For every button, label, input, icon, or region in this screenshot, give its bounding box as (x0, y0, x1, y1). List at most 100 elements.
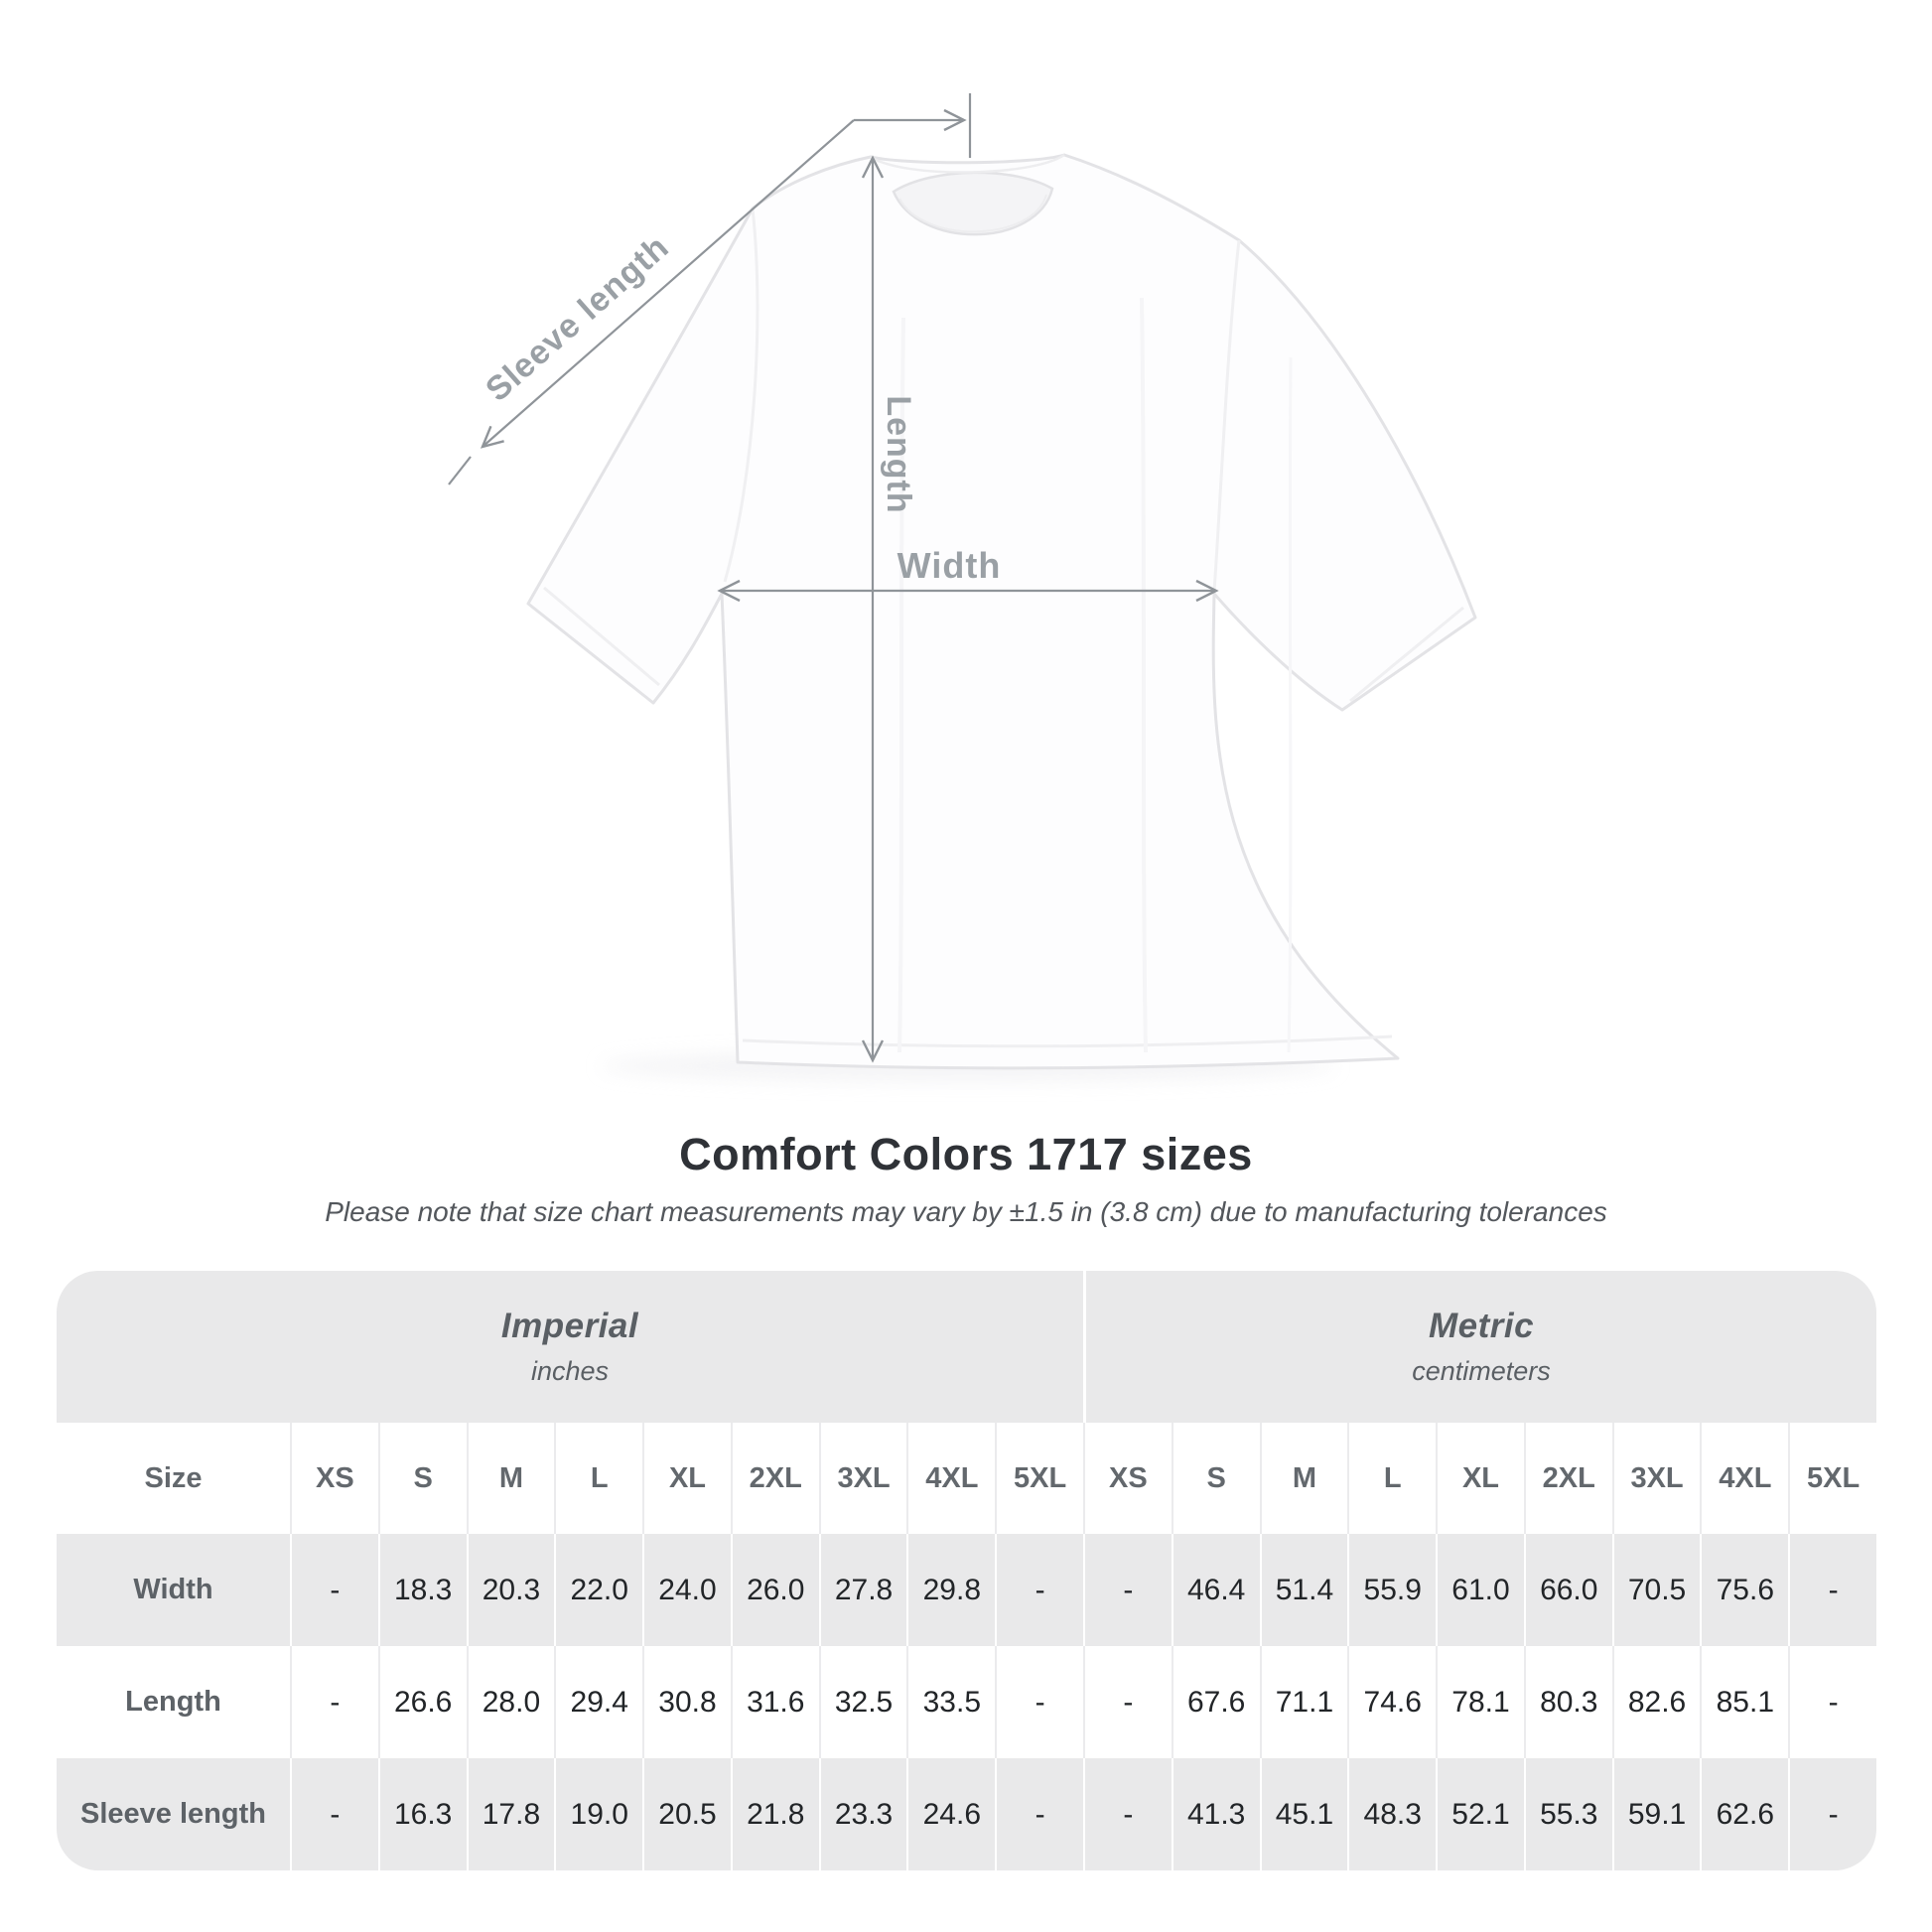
metric-value: 85.1 (1700, 1646, 1788, 1758)
measurement-row-label: Width (133, 1574, 213, 1605)
imperial-value: 23.3 (818, 1758, 907, 1870)
imperial-value: 19.0 (554, 1758, 642, 1870)
imperial-value: - (290, 1758, 378, 1870)
imperial-size-header: L (554, 1423, 642, 1534)
sleeve-length-label: Sleeve length (479, 228, 676, 409)
metric-value: - (1788, 1534, 1876, 1646)
sleeve-arrow-overshoot (448, 456, 472, 485)
metric-value: 67.6 (1171, 1646, 1260, 1758)
metric-value: 55.3 (1523, 1758, 1612, 1870)
table-row: Length -26.6 28.0 29.4 30.8 31.6 32.5 33.5- -67.… (57, 1646, 1876, 1758)
metric-size-header: M (1259, 1423, 1348, 1534)
metric-value: 45.1 (1259, 1758, 1348, 1870)
metric-value: 75.6 (1700, 1534, 1788, 1646)
metric-value: - (1788, 1758, 1876, 1870)
imperial-value: - (995, 1758, 1083, 1870)
metric-value: 74.6 (1347, 1646, 1436, 1758)
imperial-value: 29.4 (554, 1646, 642, 1758)
metric-header: Metric centimeters (1083, 1271, 1876, 1423)
imperial-value: 33.5 (906, 1646, 995, 1758)
imperial-value: - (995, 1646, 1083, 1758)
metric-value: 55.9 (1347, 1534, 1436, 1646)
sleeve-diagonal-arrow (480, 119, 855, 449)
imperial-value: 21.8 (730, 1758, 819, 1870)
imperial-size-header: 4XL (906, 1423, 995, 1534)
imperial-size-header: S (377, 1423, 467, 1534)
metric-value: 66.0 (1523, 1534, 1612, 1646)
metric-size-header: XS (1083, 1423, 1172, 1534)
imperial-header-unit: inches (530, 1356, 610, 1386)
imperial-value: 26.6 (377, 1646, 467, 1758)
metric-size-header: 5XL (1788, 1423, 1876, 1534)
table-row: Sleeve length -16.3 17.8 19.0 20.5 21.8 23.3 24… (57, 1758, 1876, 1870)
imperial-value: 22.0 (554, 1534, 642, 1646)
metric-value: 70.5 (1611, 1534, 1701, 1646)
imperial-value: 20.5 (642, 1758, 731, 1870)
tshirt-measurement-diagram: Sleeve length Length Width (448, 93, 1477, 1082)
imperial-size-header: 5XL (995, 1423, 1083, 1534)
imperial-header: Imperial inches (57, 1271, 1083, 1423)
measurement-row-label: Sleeve length (80, 1798, 266, 1830)
page-title: Comfort Colors 1717 sizes (679, 1129, 1253, 1179)
imperial-value: 24.0 (642, 1534, 731, 1646)
metric-value: - (1083, 1534, 1172, 1646)
metric-value: - (1083, 1758, 1172, 1870)
imperial-value: - (290, 1534, 378, 1646)
imperial-value: 28.0 (466, 1646, 555, 1758)
imperial-value: 27.8 (818, 1534, 907, 1646)
metric-size-header: 4XL (1700, 1423, 1788, 1534)
size-table: Imperial inches Metric centimeters Size X… (57, 1271, 1876, 1870)
metric-header-name: Metric (1428, 1307, 1535, 1345)
metric-value: 59.1 (1611, 1758, 1701, 1870)
metric-value: 61.0 (1436, 1534, 1524, 1646)
imperial-value: 16.3 (377, 1758, 467, 1870)
metric-value: 71.1 (1259, 1646, 1348, 1758)
imperial-value: 17.8 (466, 1758, 555, 1870)
metric-value: 52.1 (1436, 1758, 1524, 1870)
size-column-header: Size (144, 1461, 203, 1494)
imperial-size-header: 2XL (730, 1423, 819, 1534)
metric-size-header: S (1171, 1423, 1260, 1534)
length-label: Length (880, 395, 917, 513)
collar-opening (892, 171, 1054, 236)
metric-value: 78.1 (1436, 1646, 1524, 1758)
tshirt-illustration (526, 153, 1477, 1070)
metric-value: - (1083, 1646, 1172, 1758)
imperial-size-header: XL (642, 1423, 731, 1534)
imperial-size-header: 3XL (818, 1423, 907, 1534)
metric-value: 51.4 (1259, 1534, 1348, 1646)
imperial-size-header: XS (290, 1423, 378, 1534)
metric-size-header: 3XL (1611, 1423, 1701, 1534)
measurement-arrows (448, 93, 1219, 1063)
imperial-header-name: Imperial (500, 1307, 639, 1345)
imperial-value: 24.6 (906, 1758, 995, 1870)
imperial-value: 30.8 (642, 1646, 731, 1758)
imperial-value: - (995, 1534, 1083, 1646)
metric-header-unit: centimeters (1412, 1356, 1551, 1386)
metric-value: 41.3 (1171, 1758, 1260, 1870)
table-row: Width -18.3 20.3 22.0 24.0 26.0 27.8 29.8- -46.4… (57, 1534, 1876, 1646)
imperial-value: 20.3 (466, 1534, 555, 1646)
imperial-value: - (290, 1646, 378, 1758)
imperial-value: 26.0 (730, 1534, 819, 1646)
table-rows: Width -18.3 20.3 22.0 24.0 26.0 27.8 29.8- -46.4… (57, 1534, 1876, 1870)
metric-value: 46.4 (1171, 1534, 1260, 1646)
imperial-value: 32.5 (818, 1646, 907, 1758)
imperial-value: 31.6 (730, 1646, 819, 1758)
metric-size-header: 2XL (1523, 1423, 1612, 1534)
metric-value: 80.3 (1523, 1646, 1612, 1758)
metric-value: 82.6 (1611, 1646, 1701, 1758)
width-label: Width (897, 545, 1002, 586)
imperial-size-header: M (466, 1423, 555, 1534)
metric-size-header: L (1347, 1423, 1436, 1534)
metric-value: - (1788, 1646, 1876, 1758)
imperial-value: 18.3 (377, 1534, 467, 1646)
metric-size-header: XL (1436, 1423, 1524, 1534)
metric-value: 62.6 (1700, 1758, 1788, 1870)
metric-value: 48.3 (1347, 1758, 1436, 1870)
imperial-value: 29.8 (906, 1534, 995, 1646)
size-header-row: Size XS S M L XL 2XL 3XL 4XL 5XL XS S M L XL 2XL 3XL 4XL 5… (57, 1423, 1876, 1534)
measurement-row-label: Length (125, 1686, 221, 1718)
tolerance-note: Please note that size chart measurements… (325, 1196, 1607, 1227)
unit-header-band: Imperial inches Metric centimeters (57, 1271, 1876, 1423)
